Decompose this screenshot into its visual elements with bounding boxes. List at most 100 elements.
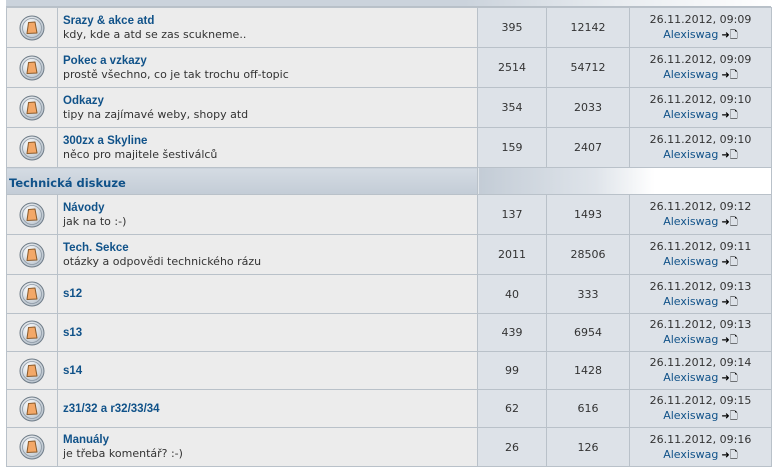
forum-icon-cell	[6, 351, 58, 390]
posts-count: 28506	[546, 234, 630, 275]
forum-title-link[interactable]: Pokec a vzkazy	[63, 54, 147, 67]
last-post-author[interactable]: Alexiswag	[663, 371, 719, 384]
category-header-filler	[477, 167, 772, 195]
last-post-cell: 26.11.2012, 09:13 Alexiswag ➜🗋	[629, 313, 772, 352]
forum-icon-cell	[6, 127, 58, 168]
forum-title-link[interactable]: 300zx a Skyline	[63, 134, 148, 147]
topics-count: 2514	[477, 47, 547, 88]
posts-count: 6954	[546, 313, 630, 352]
view-latest-post-icon[interactable]: ➜🗋	[721, 449, 738, 461]
posts-count: 2033	[546, 87, 630, 128]
forum-description: jak na to :-)	[63, 214, 127, 228]
last-post-author[interactable]: Alexiswag	[663, 447, 719, 461]
forum-row: Manuály je třeba komentář? :-) 26 126 26…	[6, 427, 772, 467]
view-latest-post-icon[interactable]: ➜🗋	[721, 296, 738, 308]
last-post-date: 26.11.2012, 09:09	[649, 53, 752, 66]
forum-icon-cell	[6, 313, 58, 352]
last-post-date: 26.11.2012, 09:11	[649, 240, 752, 253]
forum-row: s14 99 1428 26.11.2012, 09:14 Alexiswag ➜…	[6, 351, 772, 390]
posts-count: 126	[546, 427, 630, 467]
forum-description: je třeba komentář? :-)	[63, 447, 183, 460]
forum-title-link[interactable]: Tech. Sekce	[63, 241, 129, 254]
forum-title-cell: Návody jak na to :-)	[57, 194, 478, 235]
view-latest-post-icon[interactable]: ➜🗋	[721, 257, 738, 268]
forum-title-link[interactable]: Odkazy	[63, 94, 104, 107]
last-post-author[interactable]: Alexiswag	[663, 28, 719, 41]
topics-count: 137	[477, 194, 547, 235]
forum-title-link[interactable]: Srazy & akce atd	[63, 14, 155, 27]
forum-read-icon	[19, 15, 45, 40]
category-row: Technická diskuze	[6, 167, 772, 195]
category-title-link[interactable]: Technická diskuze	[9, 175, 126, 190]
posts-count: 333	[546, 274, 630, 314]
last-post-author[interactable]: Alexiswag	[663, 148, 719, 161]
last-post-date: 26.11.2012, 09:16	[649, 432, 752, 446]
forum-icon-cell	[6, 427, 58, 467]
forum-title-link[interactable]: s14	[63, 364, 83, 377]
last-post-date: 26.11.2012, 09:13	[649, 279, 752, 293]
last-post-cell: 26.11.2012, 09:11 Alexiswag ➜🗋	[629, 234, 772, 275]
topics-count: 2011	[477, 234, 547, 275]
last-post-date: 26.11.2012, 09:10	[649, 133, 752, 146]
forum-row: z31/32 a r32/33/34 62 616 26.11.2012, 09…	[6, 389, 772, 428]
last-post-author[interactable]: Alexiswag	[663, 294, 719, 308]
last-post-date: 26.11.2012, 09:15	[649, 394, 752, 407]
last-post-cell: 26.11.2012, 09:10 Alexiswag ➜🗋	[629, 87, 772, 128]
last-post-author[interactable]: Alexiswag	[663, 255, 719, 268]
forum-icon-cell	[6, 274, 58, 314]
forum-row: Pokec a vzkazy prostě všechno, co je tak…	[6, 47, 772, 88]
forum-title-cell: Odkazy tipy na zajímavé weby, shopy atd	[57, 87, 478, 128]
last-post-author[interactable]: Alexiswag	[663, 108, 719, 121]
topics-count: 159	[477, 127, 547, 168]
forum-row: s13 439 6954 26.11.2012, 09:13 Alexiswag…	[6, 313, 772, 352]
topics-count: 40	[477, 274, 547, 314]
view-latest-post-icon[interactable]: ➜🗋	[721, 150, 738, 161]
forum-read-icon	[19, 135, 45, 160]
forum-row: Odkazy tipy na zajímavé weby, shopy atd …	[6, 87, 772, 128]
forum-row: 300zx a Skyline něco pro majitele šestiv…	[6, 127, 772, 168]
forum-title-link[interactable]: Manuály	[63, 434, 110, 446]
topics-count: 99	[477, 351, 547, 390]
forum-title-cell: 300zx a Skyline něco pro majitele šestiv…	[57, 127, 478, 168]
forum-title-link[interactable]: s12	[63, 288, 83, 300]
view-latest-post-icon[interactable]: ➜🗋	[721, 335, 738, 346]
view-latest-post-icon[interactable]: ➜🗋	[721, 70, 738, 81]
forum-title-cell: Srazy & akce atd kdy, kde a atd se zas s…	[57, 7, 478, 48]
view-latest-post-icon[interactable]: ➜🗋	[721, 30, 738, 41]
forum-read-icon	[19, 281, 45, 307]
topics-count: 62	[477, 389, 547, 428]
last-post-author[interactable]: Alexiswag	[663, 215, 719, 228]
topics-count: 395	[477, 7, 547, 48]
view-latest-post-icon[interactable]: ➜🗋	[721, 411, 738, 422]
forum-title-cell: s13	[57, 313, 478, 352]
posts-count: 2407	[546, 127, 630, 168]
last-post-author[interactable]: Alexiswag	[663, 409, 719, 422]
forum-icon-cell	[6, 194, 58, 235]
forum-read-icon	[19, 358, 45, 383]
forum-row: Tech. Sekce otázky a odpovědi technickéh…	[6, 234, 772, 275]
forum-title-cell: Pokec a vzkazy prostě všechno, co je tak…	[57, 47, 478, 88]
forum-title-link[interactable]: z31/32 a r32/33/34	[63, 402, 160, 415]
forum-title-link[interactable]: s13	[63, 326, 83, 339]
forum-title-cell: s12	[57, 274, 478, 314]
posts-count: 54712	[546, 47, 630, 88]
forum-read-icon	[19, 202, 45, 227]
last-post-date: 26.11.2012, 09:09	[649, 13, 752, 26]
forum-title-cell: s14	[57, 351, 478, 390]
last-post-author[interactable]: Alexiswag	[663, 68, 719, 81]
view-latest-post-icon[interactable]: ➜🗋	[721, 373, 738, 384]
forum-title-cell: Manuály je třeba komentář? :-)	[57, 427, 478, 467]
forum-read-icon	[19, 55, 45, 80]
view-latest-post-icon[interactable]: ➜🗋	[721, 110, 738, 121]
forum-title-cell: z31/32 a r32/33/34	[57, 389, 478, 428]
posts-count: 616	[546, 389, 630, 428]
last-post-cell: 26.11.2012, 09:12 Alexiswag ➜🗋	[629, 194, 772, 235]
last-post-cell: 26.11.2012, 09:09 Alexiswag ➜🗋	[629, 47, 772, 88]
topics-count: 354	[477, 87, 547, 128]
forum-read-icon	[19, 242, 45, 267]
topics-count: 439	[477, 313, 547, 352]
forum-table: Srazy & akce atd kdy, kde a atd se zas s…	[6, 7, 772, 467]
view-latest-post-icon[interactable]: ➜🗋	[721, 217, 738, 228]
forum-title-link[interactable]: Návody	[63, 201, 105, 214]
last-post-author[interactable]: Alexiswag	[663, 333, 719, 346]
